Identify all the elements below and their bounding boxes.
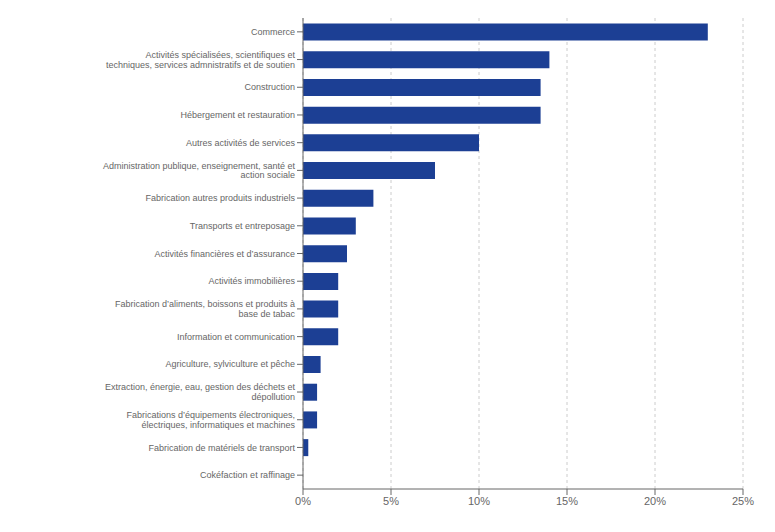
svg-text:Information et communication: Information et communication	[177, 332, 295, 342]
svg-text:Activités financières et d’ass: Activités financières et d’assurance	[154, 249, 295, 259]
svg-text:Transports et entreposage: Transports et entreposage	[190, 221, 295, 231]
svg-text:Fabrication d’aliments, boisso: Fabrication d’aliments, boissons et prod…	[115, 299, 296, 319]
svg-text:0%: 0%	[295, 495, 311, 507]
svg-text:Construction: Construction	[244, 82, 295, 92]
svg-text:Hébergement et restauration: Hébergement et restauration	[180, 110, 295, 120]
svg-text:10%: 10%	[468, 495, 490, 507]
svg-text:25%: 25%	[732, 495, 754, 507]
svg-text:Fabrications d’équipements éle: Fabrications d’équipements électroniques…	[126, 410, 295, 430]
svg-text:Administration publique, ensei: Administration publique, enseignement, s…	[103, 161, 296, 181]
svg-text:Fabrication de matériels de tr: Fabrication de matériels de transport	[148, 443, 295, 453]
svg-text:Activités spécialisées, scient: Activités spécialisées, scientifiques et…	[106, 50, 296, 70]
svg-text:15%: 15%	[556, 495, 578, 507]
svg-text:Activités immobilières: Activités immobilières	[208, 276, 295, 286]
svg-text:Cokéfaction et raffinage: Cokéfaction et raffinage	[200, 470, 295, 480]
svg-text:20%: 20%	[644, 495, 666, 507]
svg-text:Fabrication autres produits in: Fabrication autres produits industriels	[145, 193, 295, 203]
svg-text:5%: 5%	[383, 495, 399, 507]
svg-text:Autres activités de services: Autres activités de services	[186, 138, 296, 148]
svg-text:Commerce: Commerce	[251, 27, 295, 37]
svg-text:Agriculture, sylviculture et p: Agriculture, sylviculture et pêche	[165, 359, 295, 369]
svg-text:Extraction, énergie, eau, gest: Extraction, énergie, eau, gestion des dé…	[105, 382, 296, 402]
